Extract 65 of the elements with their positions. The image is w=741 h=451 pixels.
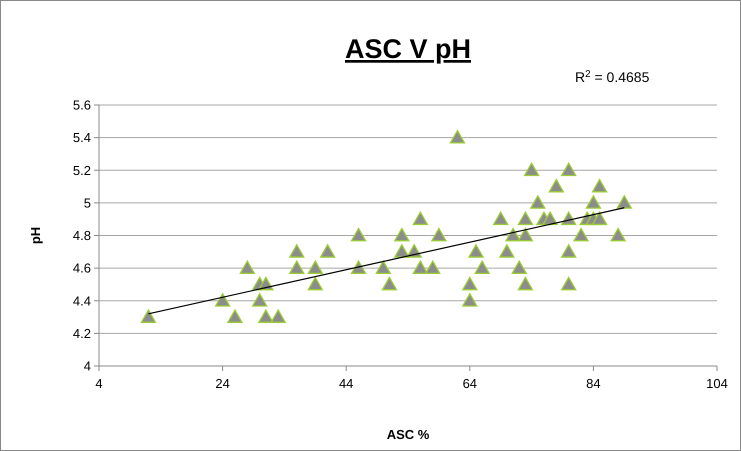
y-tick-label: 5 (84, 195, 91, 210)
point (524, 162, 540, 176)
point (548, 178, 564, 192)
point (616, 195, 632, 209)
point (431, 228, 447, 242)
x-tick-label: 64 (462, 376, 478, 391)
point (561, 244, 576, 258)
point (474, 260, 490, 274)
y-tick-label: 4.2 (72, 326, 91, 341)
point (493, 212, 508, 226)
point (350, 260, 366, 274)
point (462, 293, 478, 307)
x-tick-label: 44 (338, 376, 354, 391)
point (412, 260, 428, 274)
point (530, 195, 546, 209)
point (308, 276, 323, 290)
y-tick-label: 4 (84, 358, 91, 374)
x-tick-label: 4 (95, 376, 103, 391)
point (518, 276, 534, 290)
point (518, 212, 534, 226)
point (258, 309, 274, 323)
point (252, 293, 268, 307)
point (382, 276, 398, 290)
point (561, 162, 576, 176)
point (394, 228, 410, 242)
point (592, 212, 608, 226)
point (240, 260, 255, 274)
point (227, 309, 243, 323)
point (289, 244, 304, 258)
point (518, 228, 534, 242)
point (542, 212, 558, 226)
point (376, 260, 391, 274)
x-axis-title: ASC % (386, 427, 430, 442)
point (505, 228, 521, 242)
point (561, 276, 576, 290)
x-tick-label: 24 (215, 376, 230, 391)
point (586, 195, 602, 209)
point (350, 228, 366, 242)
chart-title: ASC V pH (344, 34, 472, 64)
point (425, 260, 440, 274)
point (610, 228, 626, 242)
point (289, 260, 304, 274)
y-tick-label: 4.8 (72, 228, 91, 244)
point (573, 228, 589, 242)
point (499, 244, 515, 258)
point (592, 178, 608, 192)
point (214, 293, 230, 307)
y-tick-label: 4.4 (72, 293, 91, 308)
point (270, 309, 286, 323)
point (412, 212, 428, 226)
y-axis-title: pH (28, 226, 43, 244)
point (468, 244, 484, 258)
y-tick-label: 5.2 (72, 162, 91, 178)
point (512, 260, 527, 274)
y-tick-label: 4.6 (72, 260, 91, 276)
point (450, 130, 466, 144)
x-tick-label: 84 (586, 376, 601, 391)
point (308, 260, 323, 274)
text: R$^{2}$ = 0.4685 (575, 68, 650, 85)
y-tick-label: 5.6 (72, 98, 91, 113)
point (320, 244, 336, 258)
point (462, 276, 478, 290)
point (140, 309, 156, 323)
x-tick-label: 104 (706, 376, 728, 391)
y-tick-label: 5.4 (72, 130, 91, 146)
